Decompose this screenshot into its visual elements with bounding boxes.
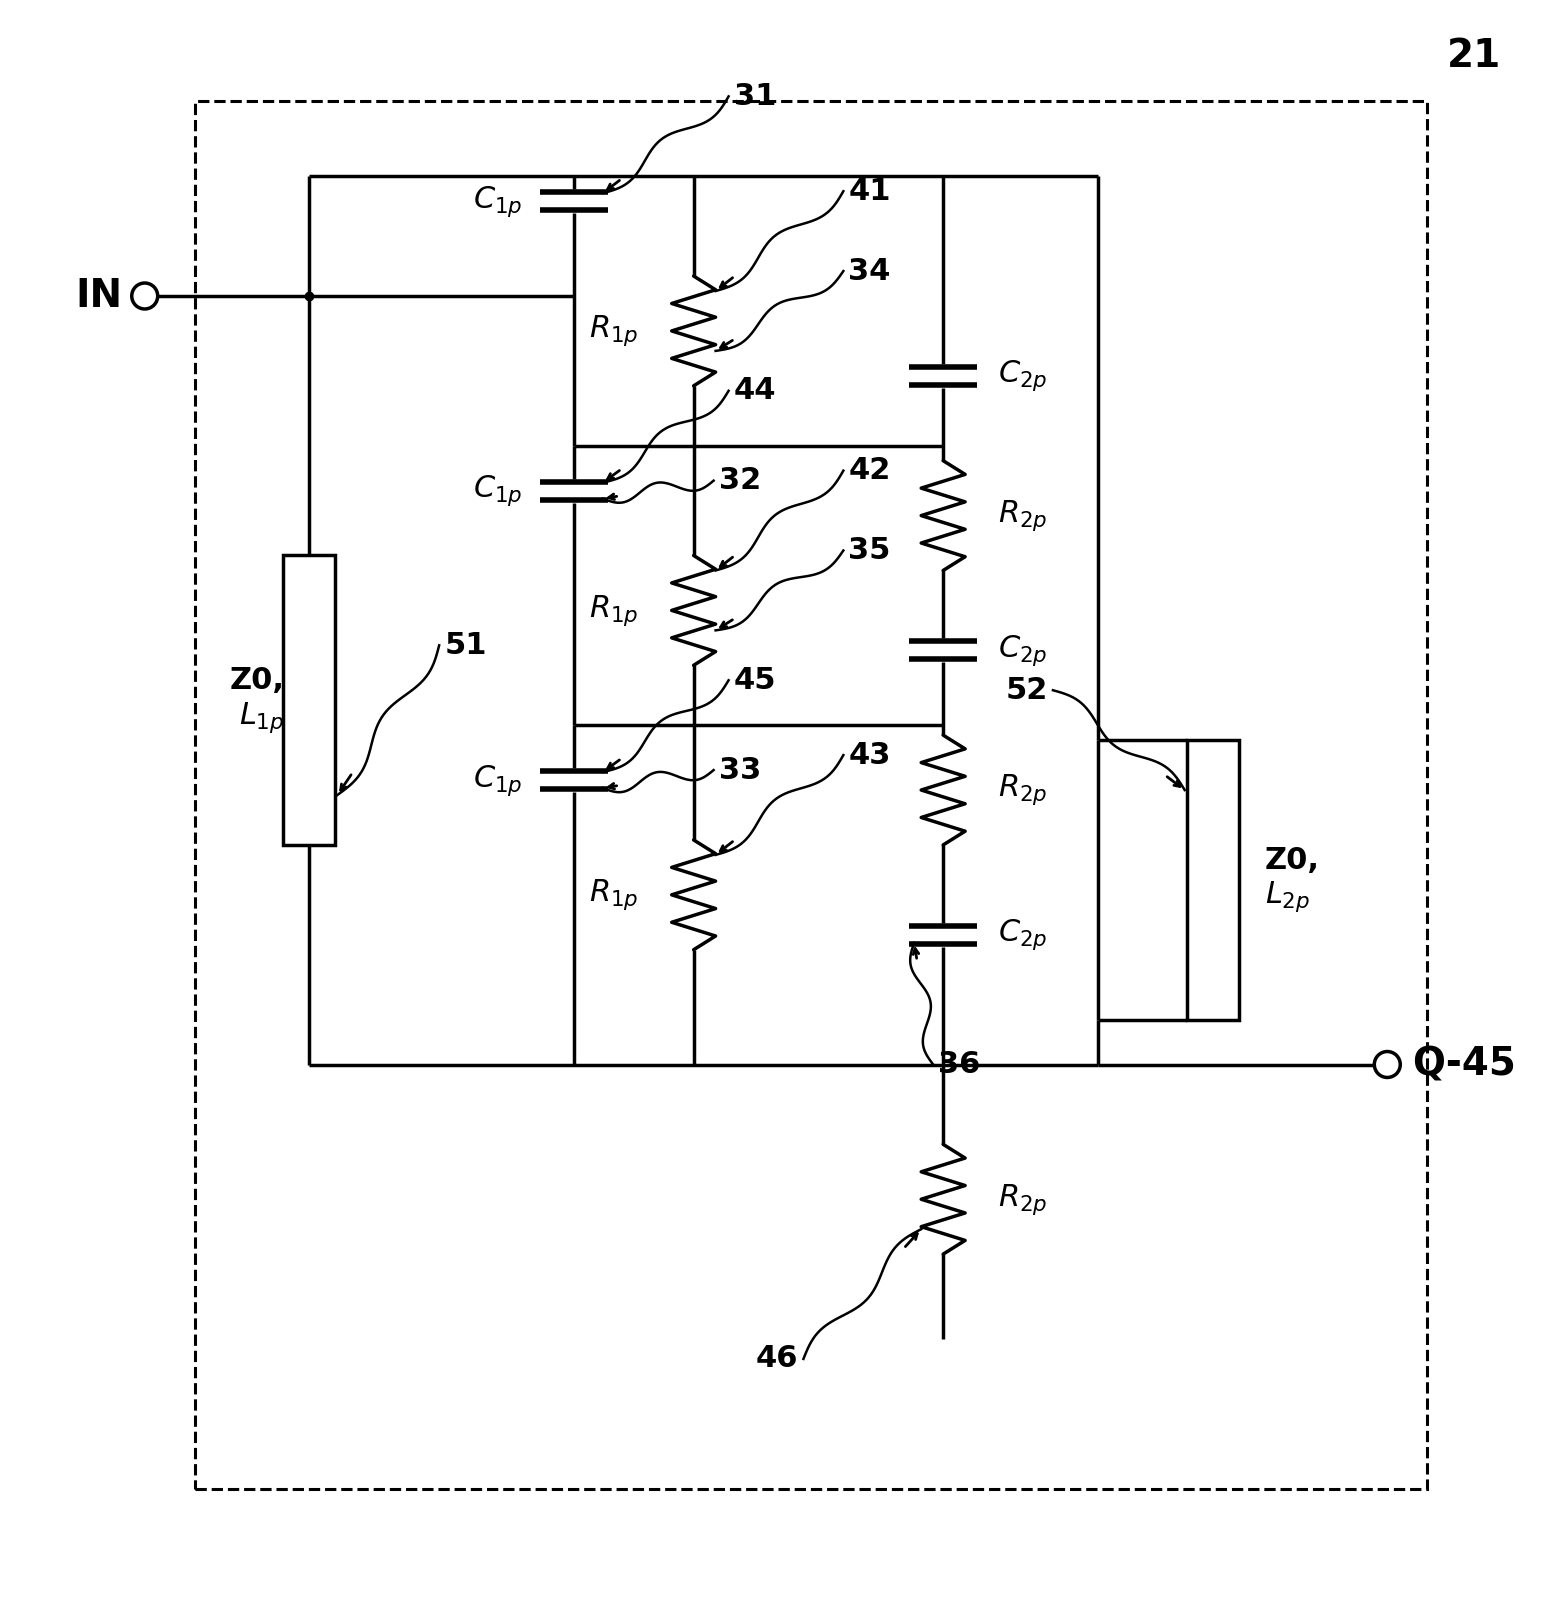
Text: 36: 36 [938,1051,980,1078]
Text: 51: 51 [444,631,487,661]
Text: 31: 31 [734,83,777,110]
Text: $R_{2p}$: $R_{2p}$ [999,1182,1048,1217]
Text: 41: 41 [849,176,891,206]
Text: $R_{1p}$: $R_{1p}$ [589,877,640,911]
Bar [194,102,1427,1489]
Text: $R_{1p}$: $R_{1p}$ [589,593,640,628]
Text: 45: 45 [734,665,777,695]
Text: $R_{2p}$: $R_{2p}$ [999,772,1048,808]
Text: Z0,
$L_{1p}$: Z0, $L_{1p}$ [230,665,285,735]
Text: 33: 33 [718,756,761,785]
Text: 35: 35 [849,536,891,565]
Text: 52: 52 [1006,675,1048,704]
Text: $C_{2p}$: $C_{2p}$ [999,358,1048,393]
Text: $C_{2p}$: $C_{2p}$ [999,918,1048,952]
Text: 34: 34 [849,256,891,285]
Text: 46: 46 [757,1344,798,1373]
Bar [284,555,336,845]
Text: $C_{2p}$: $C_{2p}$ [999,633,1048,667]
Bar [1187,740,1239,1020]
Text: 32: 32 [718,466,761,495]
Text: 42: 42 [849,457,891,486]
Text: 21: 21 [1447,37,1501,76]
Text: Q-45: Q-45 [1412,1046,1516,1083]
Text: Z0,
$L_{2p}$: Z0, $L_{2p}$ [1265,845,1319,915]
Text: 43: 43 [849,740,891,769]
Text: IN: IN [76,277,123,316]
Text: $C_{1p}$: $C_{1p}$ [473,183,522,219]
Text: $C_{1p}$: $C_{1p}$ [473,763,522,798]
Text: $R_{1p}$: $R_{1p}$ [589,314,640,348]
Text: $C_{1p}$: $C_{1p}$ [473,473,522,508]
Text: 44: 44 [734,376,777,405]
Text: $R_{2p}$: $R_{2p}$ [999,499,1048,533]
